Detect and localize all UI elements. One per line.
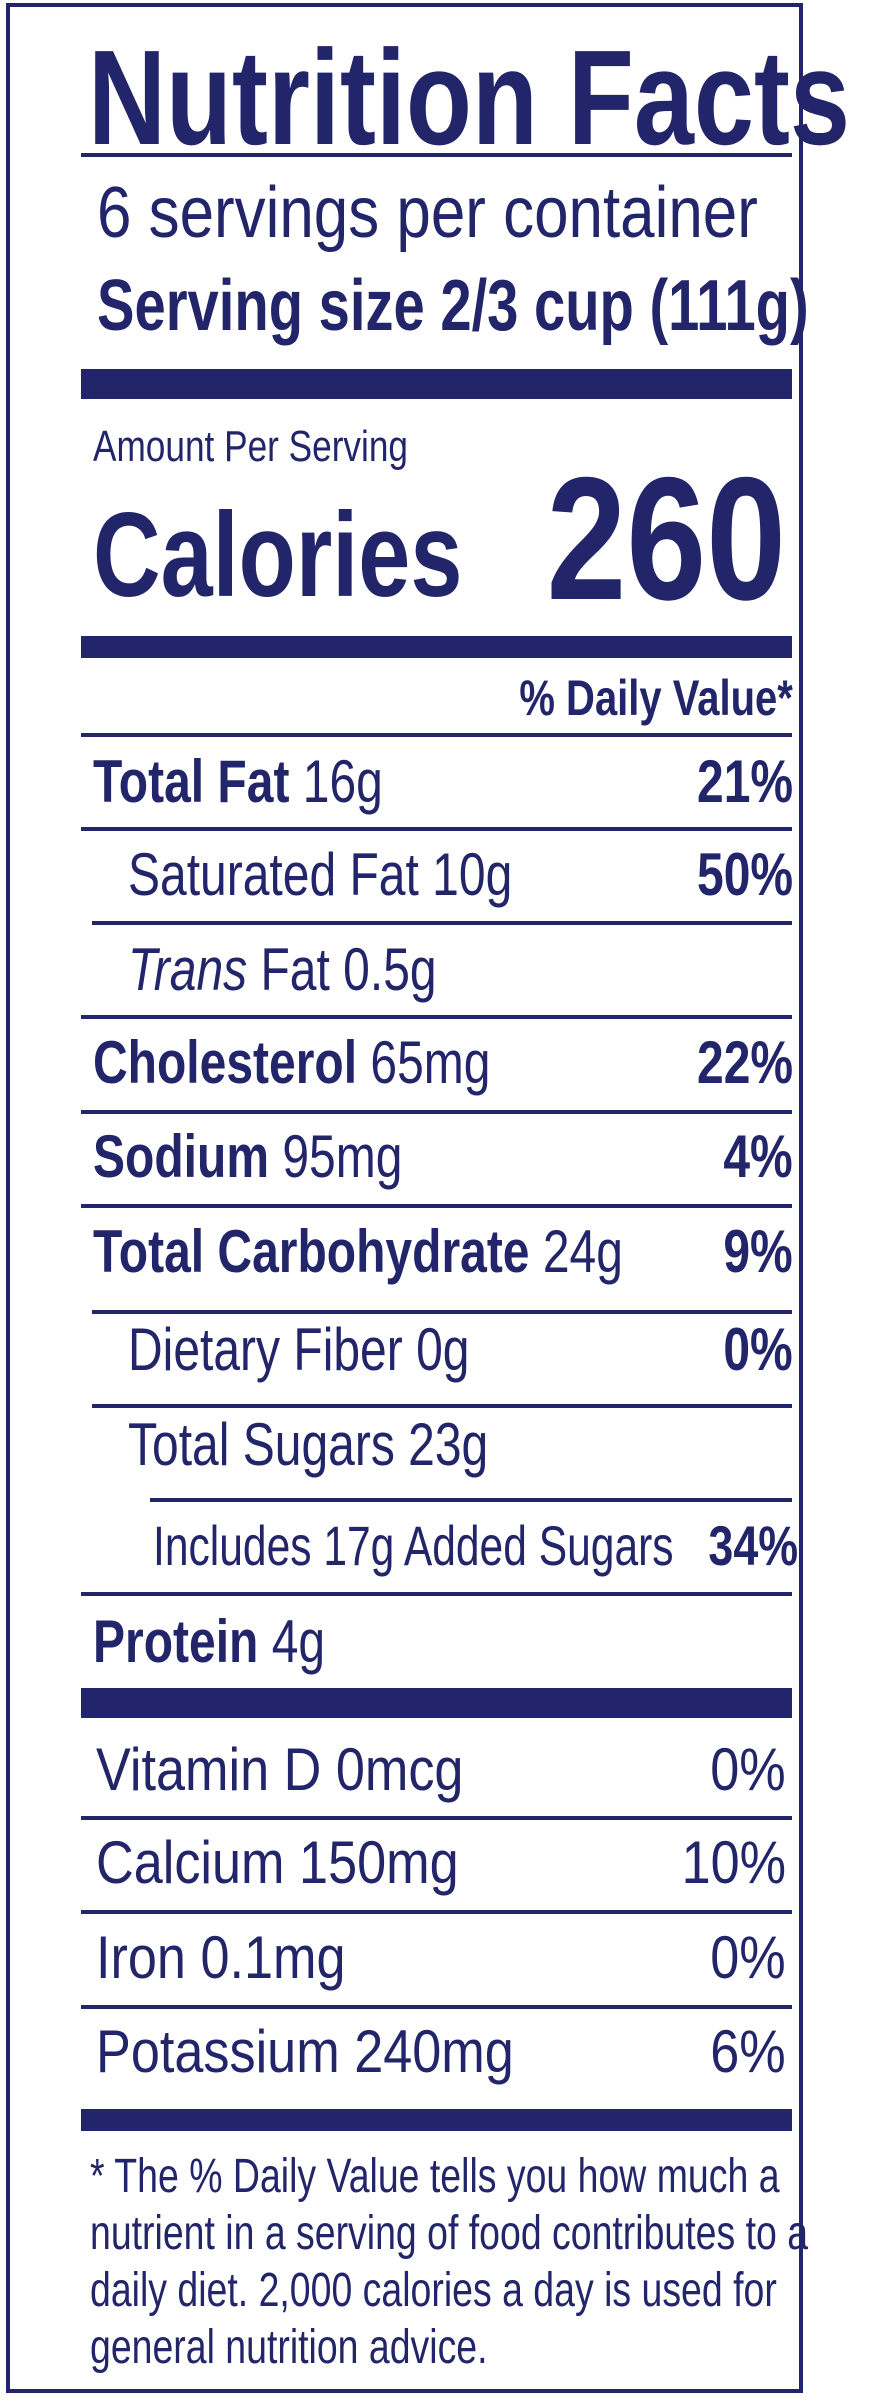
row-divider [92, 1310, 792, 1314]
row-divider [81, 1816, 792, 1820]
row-divider [150, 1498, 792, 1502]
vitamin-label-iron: Iron 0.1mg [96, 1924, 346, 1991]
nutrient-label-trans-fat: Trans Fat 0.5g [128, 936, 437, 1003]
row-divider [81, 1204, 792, 1208]
dv-sodium: 4% [723, 1123, 793, 1190]
nutrient-label-total-carbohydrate: Total Carbohydrate 24g [93, 1218, 623, 1285]
vitamin-label-vitamin-d: Vitamin D 0mcg [96, 1736, 464, 1803]
dv-calcium: 10% [681, 1829, 786, 1896]
footnote-line: nutrient in a serving of food contribute… [90, 2207, 809, 2260]
dv-total-carbohydrate: 9% [723, 1218, 793, 1285]
nutrient-label-added-sugars: Includes 17g Added Sugars [153, 1514, 674, 1577]
nutrient-label-sodium: Sodium 95mg [93, 1123, 403, 1190]
dv-dietary-fiber: 0% [723, 1316, 793, 1383]
row-divider [81, 827, 792, 831]
nutrient-label-protein: Protein 4g [93, 1608, 326, 1675]
daily-value-header: % Daily Value* [519, 670, 793, 726]
dv-iron: 0% [710, 1924, 786, 1991]
row-divider [92, 1404, 792, 1408]
medium-divider [81, 2109, 792, 2131]
amount-per-serving: Amount Per Serving [93, 422, 408, 471]
vitamin-label-potassium: Potassium 240mg [96, 2018, 514, 2085]
medium-divider [81, 636, 792, 658]
dv-potassium: 6% [710, 2018, 786, 2085]
vitamin-label-calcium: Calcium 150mg [96, 1829, 459, 1896]
row-divider [81, 1015, 792, 1019]
nutrition-facts-panel [6, 3, 803, 2393]
row-divider [81, 1592, 792, 1596]
nutrient-label-saturated-fat: Saturated Fat 10g [128, 841, 513, 908]
servings-per-container: 6 servings per container [97, 173, 758, 253]
serving-size: Serving size 2/3 cup (111g) [97, 266, 809, 346]
dv-saturated-fat: 50% [696, 841, 793, 908]
page-title: Nutrition Facts [88, 22, 851, 173]
footnote-line: general nutrition advice. [90, 2321, 488, 2374]
dv-total-fat: 21% [696, 748, 793, 815]
row-divider [81, 2005, 792, 2009]
row-divider [81, 1110, 792, 1114]
dv-vitamin-d: 0% [710, 1736, 786, 1803]
dv-added-sugars: 34% [708, 1514, 798, 1577]
nutrient-label-total-sugars: Total Sugars 23g [128, 1411, 489, 1478]
row-divider [81, 733, 792, 737]
footnote-line: * The % Daily Value tells you how much a [90, 2150, 780, 2203]
calories-value: 260 [546, 442, 786, 637]
dv-cholesterol: 22% [696, 1029, 793, 1096]
nutrient-label-cholesterol: Cholesterol 65mg [93, 1029, 491, 1096]
row-divider [92, 921, 792, 925]
nutrient-label-total-fat: Total Fat 16g [93, 748, 383, 815]
row-divider [81, 1910, 792, 1914]
footnote-line: daily diet. 2,000 calories a day is used… [90, 2264, 777, 2317]
title-divider [81, 153, 792, 157]
thick-divider [81, 369, 792, 399]
thick-divider [81, 1688, 792, 1718]
nutrient-label-dietary-fiber: Dietary Fiber 0g [128, 1316, 470, 1383]
calories-label: Calories [93, 488, 463, 622]
